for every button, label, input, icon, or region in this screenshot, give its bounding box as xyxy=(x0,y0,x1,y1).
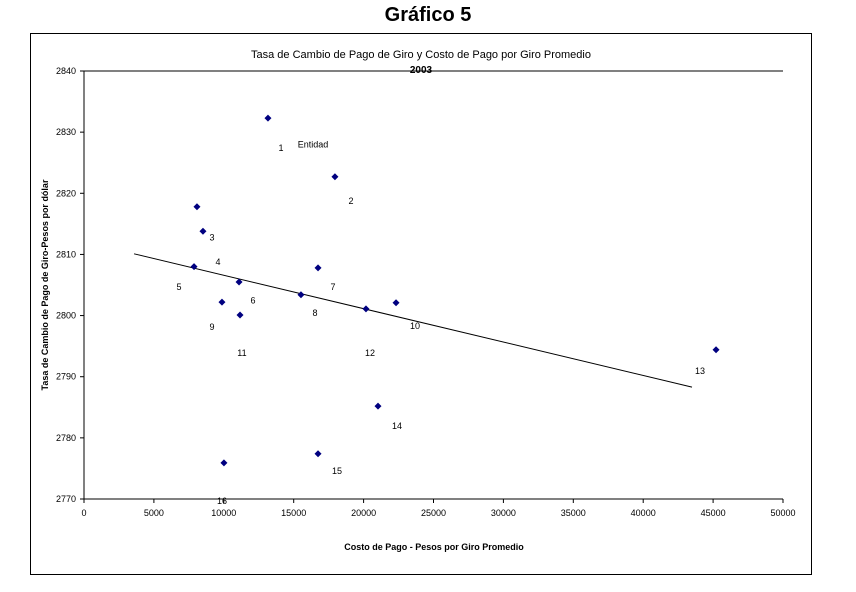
x-tick-label: 25000 xyxy=(421,508,446,518)
data-point-3 xyxy=(193,203,201,211)
point-label: Entidad xyxy=(298,139,329,149)
y-tick-label: 2830 xyxy=(56,127,76,137)
data-point-8 xyxy=(297,291,305,299)
data-point-10 xyxy=(236,311,244,319)
point-label: 16 xyxy=(217,496,227,506)
point-label: 5 xyxy=(177,282,182,292)
data-point-15 xyxy=(220,459,228,467)
chart-frame xyxy=(30,33,812,575)
point-label: 15 xyxy=(332,466,342,476)
point-label: 10 xyxy=(410,321,420,331)
x-axis-label: Costo de Pago - Pesos por Giro Promedio xyxy=(344,542,524,552)
y-tick-label: 2820 xyxy=(56,188,76,198)
x-tick-label: 40000 xyxy=(631,508,656,518)
x-tick-label: 35000 xyxy=(561,508,586,518)
point-label: 11 xyxy=(237,348,246,358)
data-point-11 xyxy=(362,305,370,313)
data-point-6 xyxy=(235,278,243,286)
x-tick-label: 20000 xyxy=(351,508,376,518)
data-point-1 xyxy=(264,114,272,122)
y-tick-label: 2810 xyxy=(56,249,76,259)
point-label: 8 xyxy=(312,308,317,318)
x-tick-label: 30000 xyxy=(491,508,516,518)
data-point-2 xyxy=(331,173,339,181)
data-point-16 xyxy=(314,450,322,458)
point-label: 4 xyxy=(216,257,221,267)
data-point-9 xyxy=(218,298,226,306)
y-tick-label: 2770 xyxy=(56,494,76,504)
y-axis-label: Tasa de Cambio de Pago de Giro-Pesos por… xyxy=(40,179,50,390)
y-tick-label: 2840 xyxy=(56,66,76,76)
data-point-14 xyxy=(374,402,382,410)
point-label: 9 xyxy=(210,322,215,332)
data-point-5 xyxy=(190,263,198,271)
point-label: 2 xyxy=(349,196,354,206)
y-tick-label: 2780 xyxy=(56,433,76,443)
x-tick-label: 50000 xyxy=(770,508,795,518)
data-point-4 xyxy=(199,227,207,235)
x-tick-label: 5000 xyxy=(144,508,164,518)
point-label: 1 xyxy=(278,143,283,153)
y-tick-label: 2790 xyxy=(56,372,76,382)
data-point-7 xyxy=(314,264,322,272)
point-label: 6 xyxy=(251,295,256,305)
x-tick-label: 10000 xyxy=(211,508,236,518)
x-tick-label: 45000 xyxy=(701,508,726,518)
point-label: 12 xyxy=(365,348,375,358)
data-point-13 xyxy=(712,346,720,354)
y-tick-label: 2800 xyxy=(56,311,76,321)
point-label: 7 xyxy=(330,282,335,292)
chart-title: Tasa de Cambio de Pago de Giro y Costo d… xyxy=(251,49,591,61)
trendline xyxy=(133,253,693,388)
data-point-12 xyxy=(392,299,400,307)
figure-heading: Gráfico 5 xyxy=(384,4,472,26)
x-tick-label: 15000 xyxy=(281,508,306,518)
point-label: 3 xyxy=(210,232,215,242)
x-tick-label: 0 xyxy=(81,508,86,518)
point-label: 14 xyxy=(392,421,402,431)
point-label: 13 xyxy=(695,366,705,376)
